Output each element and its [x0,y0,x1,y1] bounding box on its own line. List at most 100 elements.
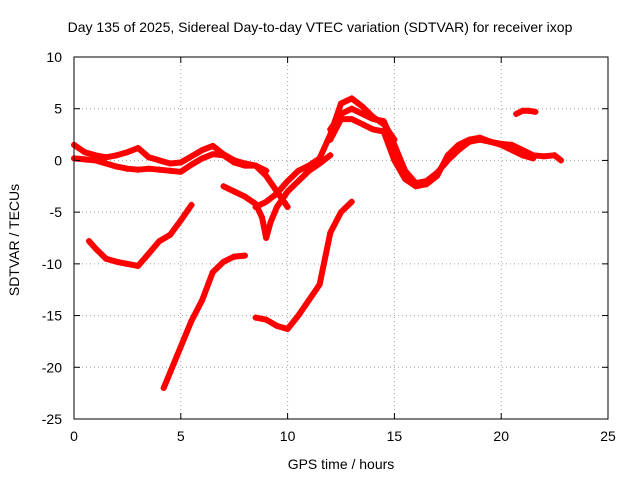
series-line [160,252,248,391]
x-tick-label: 15 [387,428,403,444]
data-series [71,95,565,391]
data-point [508,141,515,148]
data-point [220,258,227,265]
data-point [519,147,526,154]
data-point [327,229,334,236]
data-point [338,110,344,117]
data-point [263,198,270,205]
data-point [124,165,131,172]
series-line [86,201,195,269]
data-point [92,152,99,159]
data-point [370,126,377,133]
x-tick-label: 10 [280,428,296,444]
data-point [156,238,163,245]
data-point [263,235,270,241]
data-point [305,297,312,304]
data-point [380,118,387,125]
data-point [113,152,120,159]
data-point [188,161,195,168]
data-point [391,157,398,164]
data-point [487,138,494,145]
data-point [284,203,291,210]
data-point [359,110,366,117]
data-point [209,151,216,158]
data-point [295,167,302,174]
y-tick-label: -20 [42,359,62,375]
data-point [532,108,539,115]
data-point [327,126,334,133]
plot-frame [73,56,609,420]
series-line [327,105,564,187]
data-point [412,180,419,187]
x-axis-label: GPS time / hours [287,456,395,472]
data-point [220,183,227,190]
data-point [391,141,398,148]
series-track-afternoon [327,105,565,187]
data-point [167,369,174,376]
series-line [252,198,355,332]
data-point [258,214,265,221]
series-track-short-21h [513,107,539,117]
data-point [273,190,280,197]
data-point [466,138,473,145]
data-point [85,238,92,245]
data-point [423,178,430,185]
data-point [220,152,227,159]
data-point [348,198,355,205]
data-point [145,165,152,172]
data-point [263,316,270,323]
data-point [455,147,462,154]
data-point [209,269,216,276]
x-tick-label: 5 [177,428,185,444]
data-point [359,121,366,128]
data-point [444,157,451,164]
data-point [551,152,558,159]
data-point [252,314,259,321]
y-tick-label: -25 [42,411,62,427]
data-point [284,326,291,333]
data-point [558,157,565,164]
data-point [156,166,163,173]
data-point [135,262,142,269]
x-tick-label: 25 [600,428,616,444]
data-point [348,105,355,112]
data-point [124,149,131,156]
data-point [348,116,355,123]
data-point [513,110,520,117]
data-point [167,167,174,174]
data-point [188,317,195,324]
data-point [327,136,334,143]
y-tick-label: -15 [42,308,62,324]
data-point [177,168,184,175]
data-point [273,322,280,329]
data-point [402,167,409,174]
data-point [92,245,99,252]
data-point [103,154,110,161]
data-point [267,219,274,226]
y-axis-label: SDTVAR / TECUs [6,183,22,297]
data-point [188,201,195,208]
series-track-steep-rise [160,252,248,391]
data-point [160,384,167,391]
data-point [540,153,547,160]
y-tick-label: -10 [42,256,62,272]
data-point [284,178,291,185]
series-track-morning [85,201,195,269]
data-point [327,152,334,159]
data-point [135,145,142,152]
data-point [231,253,238,260]
data-point [252,203,259,210]
series-track-late-rise [252,198,355,333]
data-point [92,157,99,164]
y-tick-label: 5 [54,101,62,117]
data-point [316,155,323,162]
data-point [498,140,505,147]
y-tick-label: 10 [46,49,62,65]
data-point [231,159,238,166]
data-point [284,188,291,195]
data-point [167,160,174,167]
data-point [103,160,110,167]
series-line [71,141,270,174]
data-point [476,136,483,143]
